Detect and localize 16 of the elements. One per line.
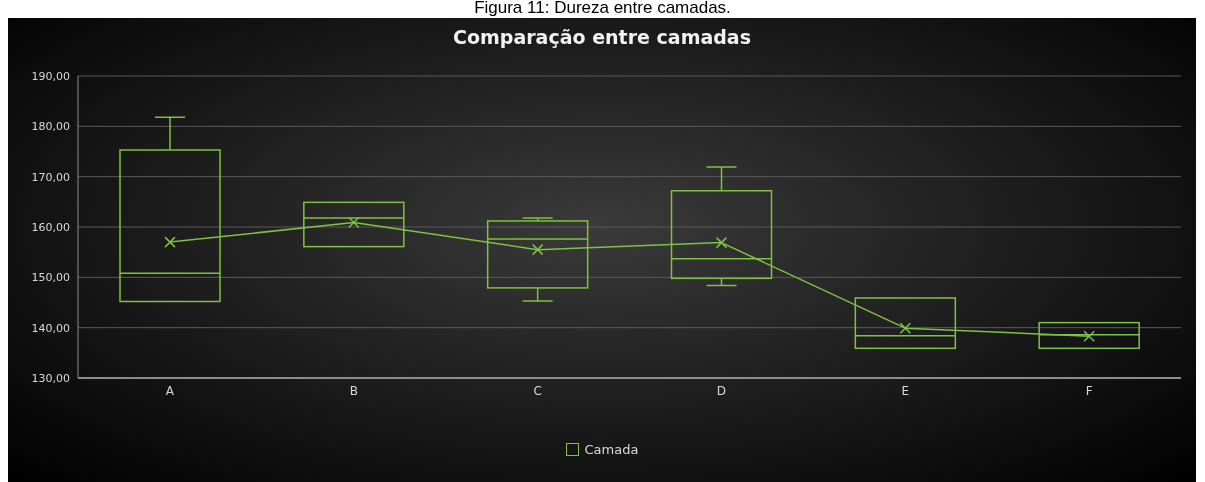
x-tick-label: A — [165, 383, 175, 398]
y-tick-label: 180,00 — [31, 120, 70, 134]
text: Figura 11: Dureza entre camadas. — [474, 0, 731, 17]
y-tick-label: 140,00 — [31, 321, 70, 335]
x-tick-label: D — [716, 383, 727, 398]
y-tick-label: 160,00 — [31, 220, 70, 234]
y-tick-label: 190,00 — [31, 69, 70, 83]
x-tick-label: F — [1085, 383, 1093, 398]
chart-title: Comparação entre camadas — [452, 26, 752, 48]
y-tick-label: 170,00 — [31, 170, 70, 184]
x-tick-label: C — [533, 383, 542, 398]
legend-label: Camada — [583, 442, 639, 457]
y-tick-label: 130,00 — [31, 371, 70, 385]
x-tick-label: E — [901, 383, 910, 398]
y-tick-label: 150,00 — [31, 271, 70, 285]
x-tick-label: B — [349, 383, 358, 398]
